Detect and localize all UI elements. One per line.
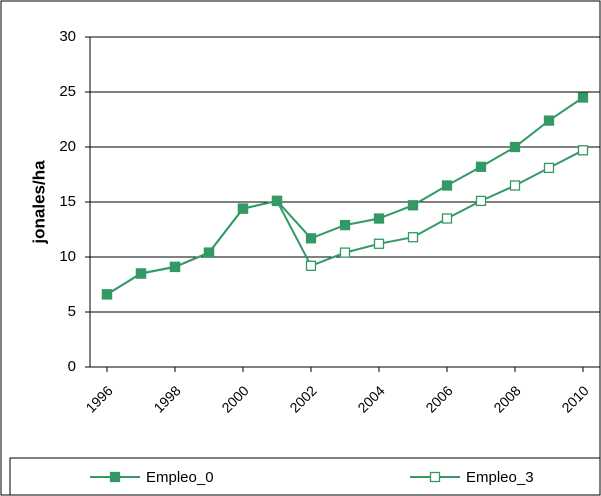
- y-tick-label: 0: [68, 358, 76, 375]
- data-point: [135, 268, 147, 279]
- data-point: [373, 238, 385, 249]
- data-point: [475, 195, 487, 207]
- y-tick-label: 20: [59, 138, 76, 155]
- data-point: [339, 247, 351, 258]
- y-tick-label: 15: [59, 193, 76, 210]
- legend-label: Empleo_3: [466, 469, 534, 486]
- data-point: [407, 200, 419, 211]
- y-tick-label: 5: [68, 303, 76, 320]
- data-point: [373, 213, 385, 224]
- data-point: [543, 115, 555, 126]
- data-point: [203, 247, 215, 258]
- y-tick-label: 10: [59, 248, 76, 265]
- data-point: [577, 145, 589, 156]
- data-point: [543, 162, 555, 174]
- y-tick-label: 25: [59, 83, 76, 100]
- legend-marker: [109, 471, 121, 483]
- data-point: [339, 219, 351, 231]
- data-point: [475, 161, 487, 172]
- data-point: [441, 213, 453, 224]
- data-point: [237, 203, 249, 214]
- data-point: [441, 180, 453, 191]
- legend-label: Empleo_0: [146, 469, 214, 486]
- data-point: [169, 261, 181, 273]
- data-point: [577, 92, 589, 103]
- data-point: [101, 289, 113, 300]
- data-point: [509, 180, 521, 191]
- y-axis-label: jonales/ha: [29, 160, 48, 245]
- y-tick-label: 30: [59, 28, 76, 45]
- legend-marker: [429, 471, 441, 483]
- data-point: [271, 195, 283, 207]
- data-point: [305, 260, 317, 271]
- data-point: [305, 233, 317, 244]
- data-point: [509, 141, 521, 153]
- data-point: [407, 232, 419, 243]
